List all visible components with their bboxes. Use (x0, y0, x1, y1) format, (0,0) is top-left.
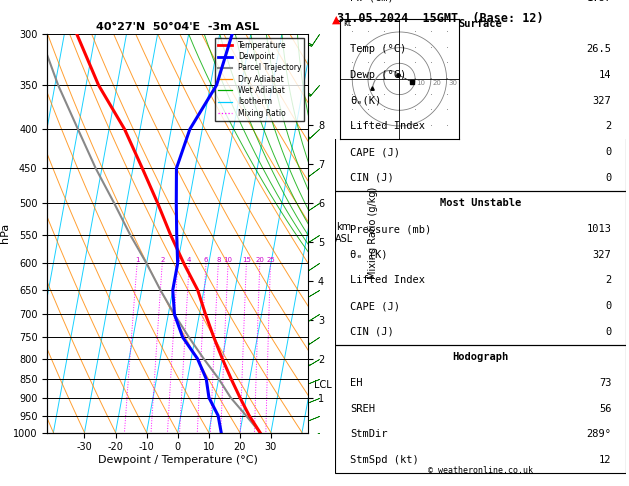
Text: 3: 3 (175, 258, 180, 263)
Text: 25: 25 (266, 258, 275, 263)
Text: 6: 6 (204, 258, 208, 263)
Text: SREH: SREH (350, 404, 375, 414)
Text: 1: 1 (135, 258, 140, 263)
Bar (335, 0, 626, 11)
Text: 14: 14 (599, 70, 611, 80)
Text: CAPE (J): CAPE (J) (350, 147, 400, 157)
X-axis label: Dewpoint / Temperature (°C): Dewpoint / Temperature (°C) (97, 455, 258, 465)
Text: LCL: LCL (314, 380, 331, 390)
Text: 73: 73 (599, 378, 611, 388)
Text: Surface: Surface (459, 18, 503, 29)
Text: kt: kt (343, 18, 351, 28)
Y-axis label: km
ASL: km ASL (335, 223, 353, 244)
Text: Temp (°C): Temp (°C) (350, 44, 406, 54)
Text: 8: 8 (216, 258, 221, 263)
Text: Pressure (mb): Pressure (mb) (350, 224, 431, 234)
Text: CIN (J): CIN (J) (350, 173, 394, 183)
Text: 30: 30 (448, 80, 457, 86)
Text: ▲: ▲ (331, 15, 340, 25)
Text: 1013: 1013 (586, 224, 611, 234)
Text: 0: 0 (605, 327, 611, 337)
Text: © weatheronline.co.uk: © weatheronline.co.uk (428, 466, 533, 475)
Text: 4: 4 (187, 258, 191, 263)
Text: 2: 2 (605, 122, 611, 131)
Text: 0: 0 (605, 147, 611, 157)
Text: CAPE (J): CAPE (J) (350, 301, 400, 311)
Y-axis label: Mixing Ratio (g/kg): Mixing Ratio (g/kg) (369, 187, 379, 279)
Text: 15: 15 (242, 258, 251, 263)
Text: 0: 0 (605, 301, 611, 311)
Bar (335, 11, 626, 191)
Text: 327: 327 (593, 96, 611, 105)
Text: Lifted Index: Lifted Index (350, 276, 425, 285)
Y-axis label: hPa: hPa (0, 223, 10, 243)
Bar (335, 345, 626, 473)
Text: 12: 12 (599, 455, 611, 465)
Title: 40°27'N  50°04'E  -3m ASL: 40°27'N 50°04'E -3m ASL (96, 22, 259, 32)
Text: 0: 0 (605, 173, 611, 183)
Text: 2: 2 (160, 258, 164, 263)
Text: 56: 56 (599, 404, 611, 414)
Text: 10: 10 (223, 258, 233, 263)
Text: 10: 10 (417, 80, 426, 86)
Text: 2: 2 (605, 276, 611, 285)
Text: Most Unstable: Most Unstable (440, 198, 521, 208)
Text: 289°: 289° (586, 430, 611, 439)
Text: Lifted Index: Lifted Index (350, 122, 425, 131)
Bar (335, 191, 626, 345)
Text: θₑ(K): θₑ(K) (350, 96, 381, 105)
Text: θₑ (K): θₑ (K) (350, 250, 387, 260)
Text: StmDir: StmDir (350, 430, 387, 439)
Text: 26.5: 26.5 (586, 44, 611, 54)
Text: 20: 20 (433, 80, 442, 86)
Text: 31.05.2024  15GMT  (Base: 12): 31.05.2024 15GMT (Base: 12) (337, 12, 543, 25)
Text: EH: EH (350, 378, 362, 388)
Text: PW (cm): PW (cm) (350, 0, 394, 3)
Text: Dewp (°C): Dewp (°C) (350, 70, 406, 80)
Text: StmSpd (kt): StmSpd (kt) (350, 455, 418, 465)
Text: CIN (J): CIN (J) (350, 327, 394, 337)
Legend: Temperature, Dewpoint, Parcel Trajectory, Dry Adiabat, Wet Adiabat, Isotherm, Mi: Temperature, Dewpoint, Parcel Trajectory… (215, 38, 304, 121)
Text: 20: 20 (255, 258, 264, 263)
Text: Hodograph: Hodograph (452, 352, 509, 363)
Text: 327: 327 (593, 250, 611, 260)
Text: 1.87: 1.87 (586, 0, 611, 3)
